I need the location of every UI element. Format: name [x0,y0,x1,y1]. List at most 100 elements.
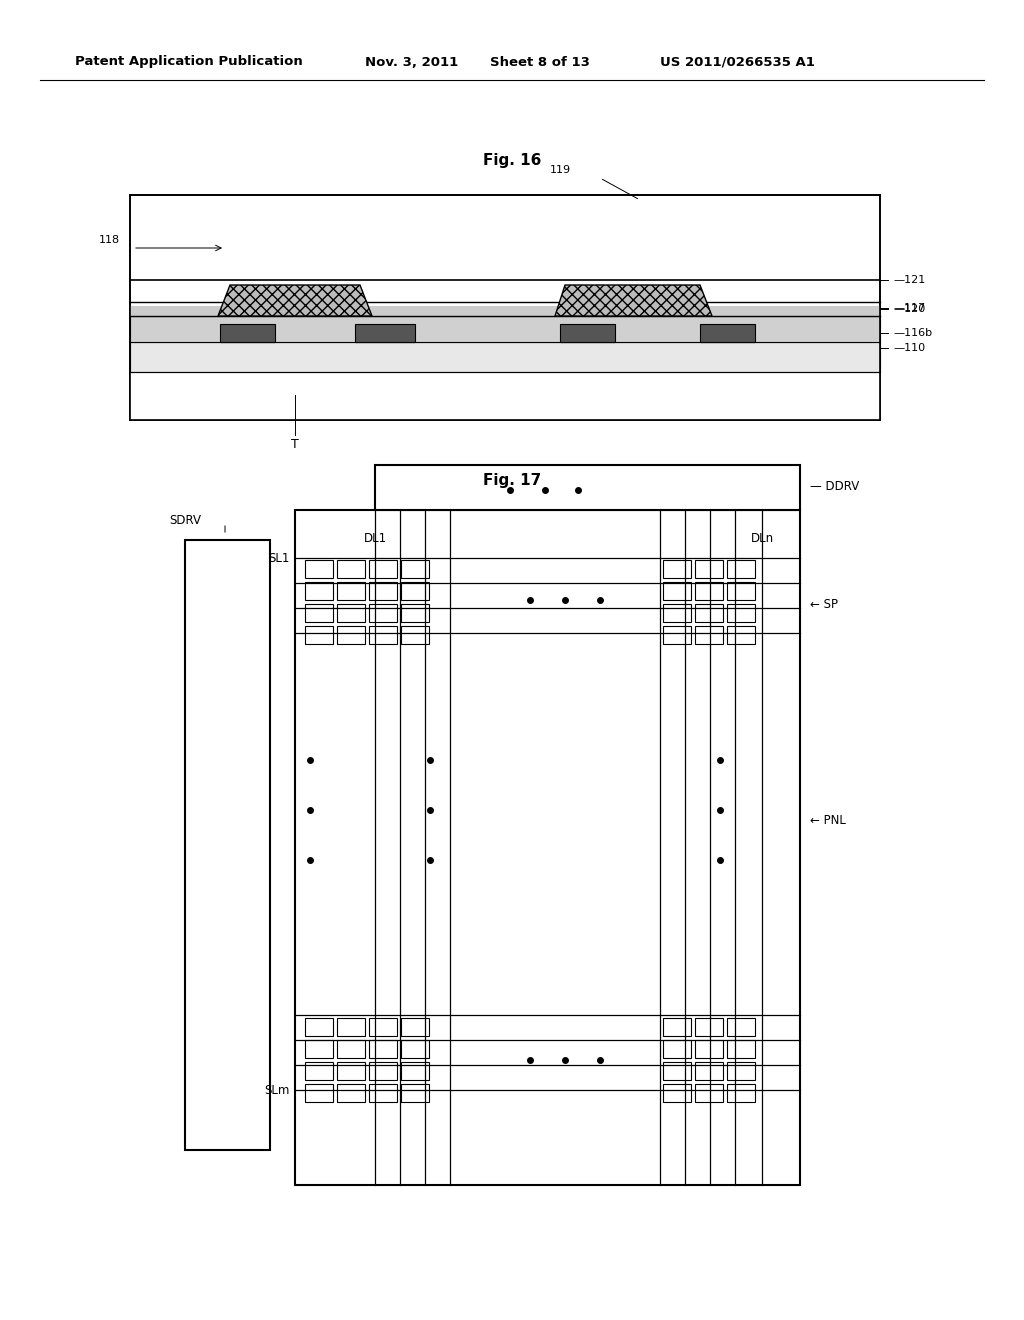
Bar [565,306,700,315]
Bar [695,626,723,644]
Bar [369,582,397,601]
Bar [663,1063,691,1080]
Polygon shape [555,285,712,315]
Text: ← PNL: ← PNL [810,813,846,826]
Bar [130,306,218,315]
Bar [695,582,723,601]
Bar [305,1063,333,1080]
Bar [695,1018,723,1036]
Text: 119: 119 [550,165,570,176]
Bar [727,605,755,622]
Bar [337,1040,365,1059]
Bar [369,626,397,644]
Bar [375,465,800,510]
Text: US 2011/0266535 A1: US 2011/0266535 A1 [660,55,815,69]
Text: DL1: DL1 [364,532,387,544]
Bar [337,626,365,644]
Bar [369,1040,397,1059]
Bar [185,540,270,1150]
Bar [220,323,275,342]
Bar [695,1084,723,1102]
Bar [401,560,429,578]
Bar [401,626,429,644]
Bar [401,582,429,601]
Bar [230,306,360,315]
Bar [369,605,397,622]
Text: —116b: —116b [893,327,932,338]
Text: —117: —117 [893,304,926,313]
Text: Fig. 17: Fig. 17 [483,473,541,487]
Bar [727,1040,755,1059]
Bar [337,1084,365,1102]
Bar [663,582,691,601]
Bar [663,1018,691,1036]
Bar [305,1084,333,1102]
Bar [305,560,333,578]
Bar [695,1040,723,1059]
Text: ← SP: ← SP [810,598,838,611]
Bar [130,306,218,315]
Bar [695,560,723,578]
Bar [337,582,365,601]
Bar [369,1063,397,1080]
Bar [560,323,615,342]
Bar [700,306,712,315]
Bar [372,306,555,315]
Text: T: T [291,438,299,451]
Bar [369,560,397,578]
Bar [305,1018,333,1036]
Bar [727,582,755,601]
Bar [663,626,691,644]
Bar [663,1040,691,1059]
Text: DLn: DLn [751,532,773,544]
Bar [401,1018,429,1036]
Text: — DDRV: — DDRV [810,480,859,494]
Bar [700,323,755,342]
Bar [337,1063,365,1080]
Bar [372,306,555,315]
Bar [712,306,880,315]
Bar [700,323,755,342]
Bar [305,626,333,644]
Bar [369,1018,397,1036]
Text: SDRV: SDRV [169,513,201,527]
Text: Nov. 3, 2011: Nov. 3, 2011 [365,55,459,69]
Bar [712,306,880,315]
Bar [727,626,755,644]
Bar [727,1063,755,1080]
Bar [663,560,691,578]
Text: —120: —120 [893,304,926,314]
Bar [337,605,365,622]
Bar [663,1084,691,1102]
Text: 118: 118 [99,235,120,246]
Bar [401,1063,429,1080]
Bar [218,306,230,315]
Bar [695,605,723,622]
Bar [695,1063,723,1080]
Text: SLm: SLm [264,1084,290,1097]
Bar [305,605,333,622]
Bar [560,323,615,342]
Bar [727,560,755,578]
Bar [401,1084,429,1102]
Text: SL1: SL1 [268,552,290,565]
Text: Sheet 8 of 13: Sheet 8 of 13 [490,55,590,69]
Text: Fig. 16: Fig. 16 [482,153,542,168]
Bar [305,582,333,601]
Bar [130,342,880,372]
Bar [663,605,691,622]
Bar [337,1018,365,1036]
Bar [401,1040,429,1059]
Bar [369,1084,397,1102]
Bar [727,1084,755,1102]
Bar [337,560,365,578]
Bar [305,1040,333,1059]
Bar [295,510,800,1185]
Bar [130,195,880,420]
Bar [130,372,880,420]
Bar [355,323,415,342]
Bar [355,323,415,342]
Bar [555,306,565,315]
Bar [727,1018,755,1036]
Bar [401,605,429,622]
